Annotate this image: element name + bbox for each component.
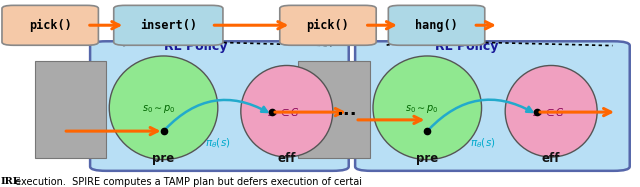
FancyBboxPatch shape — [298, 61, 370, 158]
Text: $\pi_\theta(s)$: $\pi_\theta(s)$ — [470, 136, 495, 150]
FancyBboxPatch shape — [355, 41, 630, 171]
Ellipse shape — [109, 56, 218, 160]
FancyBboxPatch shape — [90, 41, 349, 171]
FancyBboxPatch shape — [280, 5, 376, 45]
Text: IRE: IRE — [1, 177, 21, 186]
Text: hang(): hang() — [415, 19, 458, 32]
Text: $s_0 \sim p_0$: $s_0 \sim p_0$ — [405, 103, 439, 115]
Text: RL Policy: RL Policy — [164, 40, 227, 53]
Text: pre: pre — [416, 152, 438, 165]
FancyBboxPatch shape — [35, 61, 106, 158]
Text: $s_* \in G$: $s_* \in G$ — [267, 107, 300, 117]
Text: pick(): pick() — [307, 19, 349, 32]
Text: pre: pre — [152, 152, 175, 165]
Text: eff: eff — [542, 152, 561, 165]
Text: ...: ... — [337, 101, 357, 119]
Text: pick(): pick() — [29, 19, 72, 32]
Ellipse shape — [373, 56, 481, 160]
Text: $s_* \in G$: $s_* \in G$ — [532, 107, 564, 117]
Text: $\pi_\theta(s)$: $\pi_\theta(s)$ — [205, 136, 230, 150]
Text: RL Policy: RL Policy — [435, 40, 499, 53]
FancyBboxPatch shape — [114, 5, 223, 45]
Text: insert(): insert() — [140, 19, 197, 32]
Text: $s_0 \sim p_0$: $s_0 \sim p_0$ — [141, 103, 175, 115]
FancyBboxPatch shape — [2, 5, 99, 45]
Ellipse shape — [241, 65, 333, 157]
Ellipse shape — [505, 65, 597, 157]
Text: eff: eff — [278, 152, 296, 165]
Text: execution.  SPIRE computes a TAMP plan but defers execution of certai: execution. SPIRE computes a TAMP plan bu… — [12, 177, 362, 187]
FancyBboxPatch shape — [388, 5, 484, 45]
